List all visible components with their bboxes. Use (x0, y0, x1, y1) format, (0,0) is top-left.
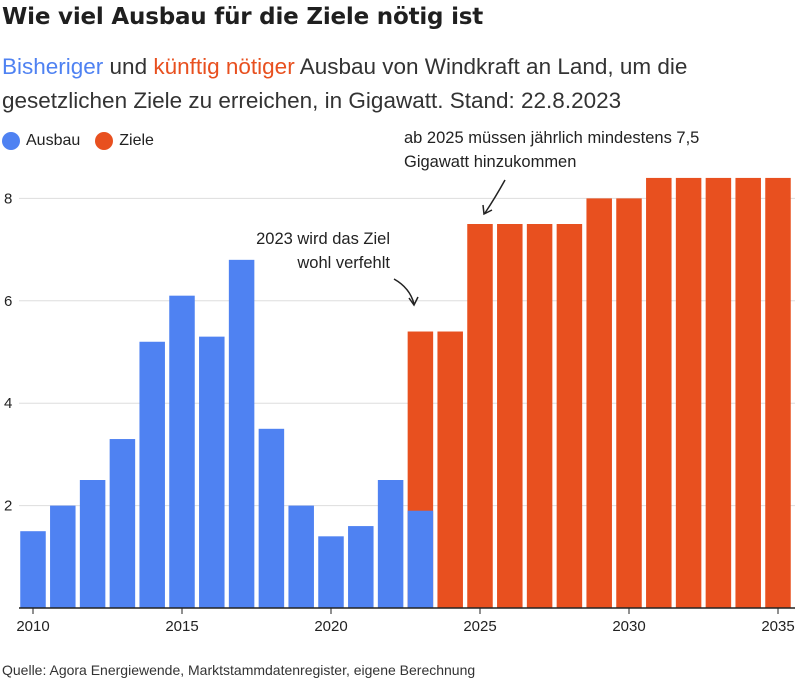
subtitle-ziele-text: künftig nötiger (153, 54, 295, 79)
bar-ausbau-2016 (199, 336, 225, 608)
bar-ausbau-2020 (318, 536, 344, 608)
bar-ziele-2031 (646, 177, 672, 609)
x-tick-label-2015: 2015 (165, 618, 198, 635)
bar-ausbau-2012 (79, 480, 106, 608)
x-axis-labels: 2010 2015 2020 2025 2030 2035 (16, 608, 795, 635)
legend-item-ausbau: Ausbau (2, 132, 80, 150)
y-tick-label-2: 2 (4, 498, 12, 515)
legend-item-ziele: Ziele (95, 132, 154, 150)
x-tick-label-2035: 2035 (761, 618, 794, 635)
bar-ausbau-2013 (109, 439, 136, 608)
legend-swatch-ausbau (2, 132, 20, 150)
x-tick-label-2025: 2025 (463, 618, 496, 635)
subtitle-connector-text: und (103, 54, 154, 79)
chart-subtitle: Bisheriger und künftig nötiger Ausbau vo… (2, 50, 792, 118)
y-tick-label-4: 4 (4, 395, 12, 412)
chart-legend: Ausbau Ziele (2, 129, 169, 153)
y-tick-label-6: 6 (4, 293, 12, 310)
annotation-2025-arrowhead (482, 204, 493, 216)
bar-ziele-2034 (735, 177, 761, 609)
chart-title: Wie viel Ausbau für die Ziele nötig ist (2, 4, 484, 30)
bar-ausbau-2019 (288, 505, 314, 608)
x-tick-label-2020: 2020 (314, 618, 347, 635)
bars (20, 177, 791, 609)
source-note: Quelle: Agora Energiewende, Marktstammda… (2, 662, 476, 678)
bar-ausbau-2023 (407, 510, 434, 608)
bar-ziele-2030 (616, 198, 642, 608)
bar-ausbau-2014 (139, 341, 165, 608)
annotation-2023-arrow (393, 278, 415, 305)
annotation-2023-line1: 2023 wird das Ziel (256, 230, 390, 248)
y-tick-label-8: 8 (4, 190, 12, 207)
bar-ziele-2033 (705, 177, 732, 609)
legend-label-ausbau: Ausbau (26, 132, 81, 149)
annotation-2025-line1: ab 2025 müssen jährlich mindestens 7,5 (404, 129, 699, 147)
bar-ausbau-2015 (169, 295, 195, 608)
bar-ausbau-2022 (377, 480, 404, 608)
bar-ziele-2026 (497, 224, 523, 608)
bar-ziele-2028 (556, 224, 583, 608)
annotation-2025-line2: Gigawatt hinzukommen (404, 153, 576, 171)
bar-ausbau-2021 (348, 526, 374, 608)
annotation-2023: 2023 wird das Ziel wohl verfehlt (256, 230, 419, 307)
bar-ziele-2027 (526, 224, 553, 608)
annotation-2023-arrowhead (408, 296, 419, 307)
bar-ausbau-2011 (50, 505, 76, 608)
x-tick-label-2030: 2030 (612, 618, 645, 635)
annotation-2023-line2: wohl verfehlt (296, 254, 390, 272)
bar-ziele-2025 (467, 224, 493, 608)
annotation-2025-arrow (484, 179, 506, 214)
annotation-2025: ab 2025 müssen jährlich mindestens 7,5 G… (404, 129, 699, 216)
bar-ziele-2032 (675, 177, 702, 609)
bar-ziele-2035 (765, 177, 791, 609)
y-axis-labels: 2 4 6 8 (4, 190, 12, 514)
legend-label-ziele: Ziele (119, 132, 154, 149)
legend-swatch-ziele (95, 132, 114, 150)
bar-ziele-2029 (586, 198, 612, 608)
bar-ausbau-2017 (228, 259, 255, 608)
bar-ziele-2024 (437, 331, 463, 608)
bar-ausbau-2018 (258, 428, 285, 608)
x-tick-label-2010: 2010 (16, 618, 49, 635)
subtitle-rest-text: Ausbau von Windkraft an Land, um die ges… (2, 54, 688, 113)
bar-ausbau-2010 (20, 531, 46, 608)
subtitle-ausbau-text: Bisheriger (2, 54, 104, 79)
